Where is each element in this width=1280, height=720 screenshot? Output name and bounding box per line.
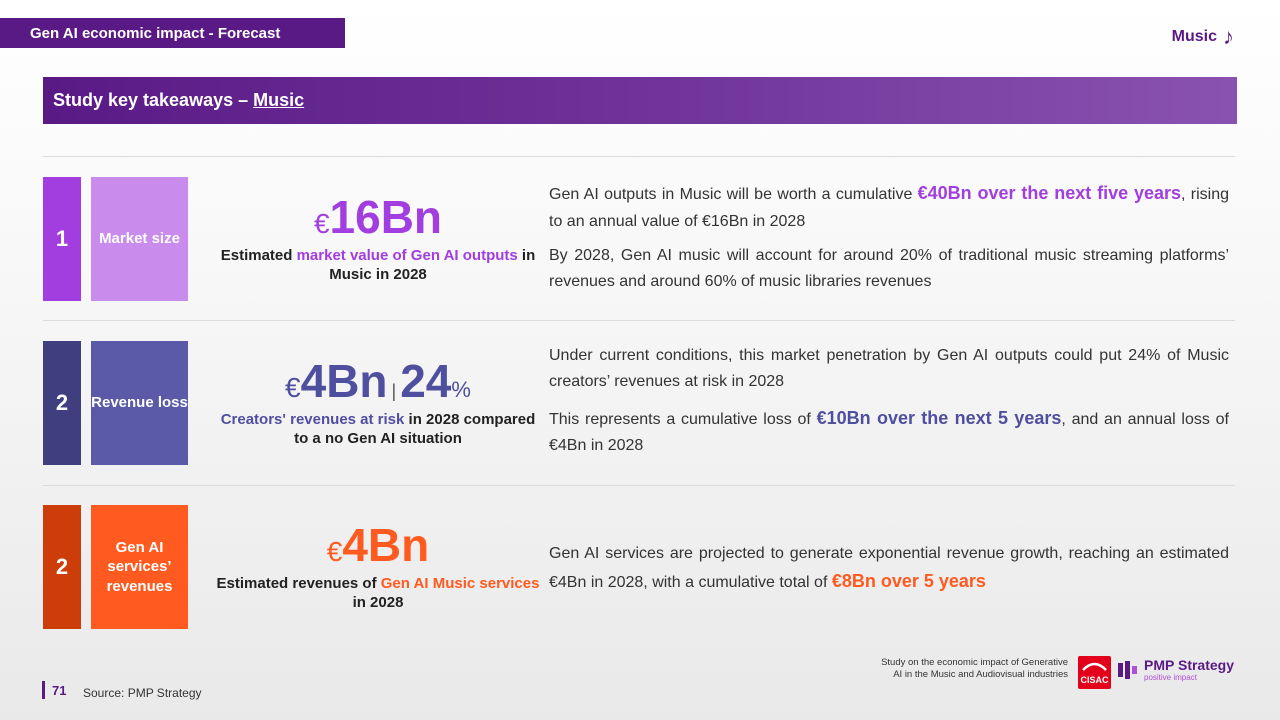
metric-desc-highlight: Gen AI Music services — [380, 574, 540, 592]
pmp-logo-tagline: positive impact — [1144, 673, 1197, 682]
row-text: Gen AI services are projected to generat… — [549, 541, 1229, 605]
music-section-label: Music — [1171, 28, 1217, 45]
report-section-tag-text: Gen AI economic impact - Forecast — [30, 25, 281, 42]
metric-number: 4Bn — [342, 519, 430, 572]
row-label-box: Revenue loss — [91, 341, 188, 465]
metric-value: €4Bn — [327, 521, 429, 569]
banner-highlight: Music — [253, 90, 305, 110]
row-paragraph: Gen AI outputs in Music will be worth a … — [549, 179, 1229, 235]
takeaway-row-services-revenues: 2 Gen AI services’ revenues €4Bn Estimat… — [43, 505, 1235, 629]
pmp-strategy-logo: PMP Strategy positive impact — [1118, 658, 1234, 682]
row-number-box: 2 — [43, 505, 81, 629]
row-paragraph: By 2028, Gen AI music will account for a… — [549, 247, 1229, 291]
cisac-logo-text: CISAC — [1080, 675, 1109, 685]
row-divider — [43, 156, 1235, 157]
metric-number: 4Bn — [300, 355, 388, 408]
metric-description: Estimated revenues of Gen AI Music servi… — [213, 574, 543, 613]
metric-value: €4Bn |24% — [285, 357, 471, 405]
metric-number-2: 24 — [400, 355, 452, 408]
row-divider — [43, 320, 1235, 321]
metric-currency: € — [313, 208, 330, 240]
row-paragraph: Under current conditions, this market pe… — [549, 347, 1229, 391]
paragraph-part: This represents a cumulative loss of — [549, 410, 817, 428]
row-metric: €4Bn |24% Creators' revenues at risk in 2… — [213, 341, 543, 465]
row-number-box: 2 — [43, 341, 81, 465]
banner-prefix: Study key takeaways – — [53, 90, 254, 110]
row-text: Gen AI outputs in Music will be worth a … — [549, 179, 1229, 304]
source-note: Source: PMP Strategy — [83, 686, 202, 700]
row-metric: €16Bn Estimated market value of Gen AI o… — [213, 177, 543, 301]
paragraph-highlight: €10Bn over the next 5 years — [816, 407, 1062, 428]
row-label-box: Market size — [91, 177, 188, 301]
music-section-tag: Music ♪ — [1172, 26, 1234, 48]
row-paragraph: Gen AI services are projected to generat… — [549, 541, 1229, 597]
metric-desc-highlight: Creators' revenues at risk — [220, 410, 405, 428]
metric-desc-part: in 2028 compared to a no Gen AI situatio… — [294, 410, 536, 448]
metric-desc-highlight: market value of Gen AI outputs — [296, 246, 518, 264]
page-number: 71 — [52, 683, 67, 698]
row-number: 2 — [55, 554, 69, 579]
paragraph-part: , rising to an annual value of €16Bn in … — [549, 186, 1229, 230]
metric-desc-part: Estimated revenues of — [216, 574, 381, 592]
paragraph-part: Gen AI outputs in Music will be worth a … — [549, 186, 918, 203]
pmp-logo-words: PMP Strategy positive impact — [1144, 658, 1234, 682]
report-section-tag: Gen AI economic impact - Forecast — [0, 18, 345, 48]
cisac-logo: CISAC — [1078, 656, 1111, 689]
row-label: Revenue loss — [91, 394, 188, 412]
metric-desc-part: Estimated — [220, 246, 297, 264]
metric-separator: | — [391, 381, 397, 402]
row-label: Market size — [99, 230, 180, 248]
row-number: 2 — [55, 390, 69, 415]
metric-desc-part: in Music in 2028 — [329, 246, 536, 284]
metric-number: 16Bn — [329, 191, 443, 244]
page-number-bar — [42, 681, 45, 699]
metric-unit-2: % — [451, 377, 471, 403]
row-divider — [43, 485, 1235, 486]
row-label-box: Gen AI services’ revenues — [91, 505, 188, 629]
metric-description: Estimated market value of Gen AI outputs… — [213, 246, 543, 285]
metric-description: Creators' revenues at risk in 2028 compa… — [213, 410, 543, 449]
row-paragraph: This represents a cumulative loss of €10… — [549, 404, 1229, 460]
pmp-logo-name: PMP Strategy — [1144, 657, 1234, 673]
row-metric: €4Bn Estimated revenues of Gen AI Music … — [213, 505, 543, 629]
music-note-icon: ♪ — [1223, 24, 1234, 49]
pmp-logo-mark-icon — [1118, 661, 1137, 679]
metric-desc-part: in 2028 — [352, 594, 404, 612]
paragraph-highlight: €40Bn over the next five years — [917, 183, 1182, 203]
paragraph-highlight: €8Bn over 5 years — [831, 571, 986, 592]
row-label: Gen AI services’ revenues — [106, 538, 173, 595]
paragraph-part: , and an annual loss of €4Bn in 2028 — [549, 410, 1229, 455]
study-title: Study on the economic impact of Generati… — [881, 657, 1068, 680]
row-text: Under current conditions, this market pe… — [549, 343, 1229, 468]
metric-currency: € — [285, 372, 301, 404]
takeaway-row-market-size: 1 Market size €16Bn Estimated market val… — [43, 177, 1235, 301]
takeaway-row-revenue-loss: 2 Revenue loss €4Bn |24% Creators' revenu… — [43, 341, 1235, 465]
paragraph-part: Gen AI services are projected to generat… — [549, 545, 1229, 592]
metric-value: €16Bn — [314, 193, 442, 241]
row-number-box: 1 — [43, 177, 81, 301]
row-number: 1 — [55, 226, 69, 251]
takeaways-banner: Study key takeaways – Music — [43, 77, 1237, 124]
metric-currency: € — [326, 536, 343, 568]
